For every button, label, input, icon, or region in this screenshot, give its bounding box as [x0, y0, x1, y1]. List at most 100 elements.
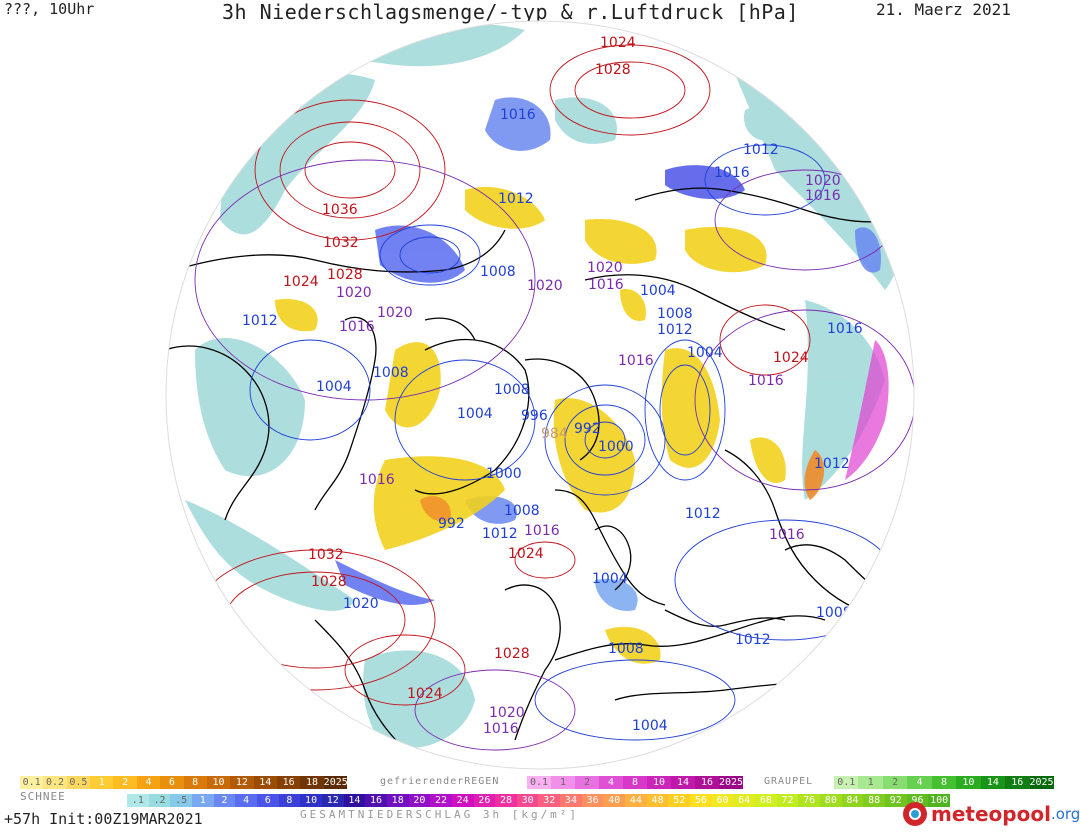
rain-swatch: 6: [160, 776, 184, 789]
isobar-label: 1008: [373, 365, 409, 381]
graupel-swatch: 16: [1005, 776, 1030, 789]
graupel-swatch: 14: [980, 776, 1006, 789]
isobar-label: 1024: [407, 686, 443, 702]
isobar-label: 1032: [308, 547, 344, 563]
isobar-label: 1016: [769, 527, 805, 543]
isobar-label: 1020: [587, 260, 623, 276]
isobar-label: 1016: [827, 321, 863, 337]
isobar-label: 1004: [316, 379, 352, 395]
meteopool-logo-icon: [903, 802, 927, 826]
total-swatch: 1: [191, 794, 214, 807]
isobar-label: 996: [521, 408, 548, 424]
isobar-label: 1024: [283, 274, 319, 290]
isobar-label: 1028: [595, 62, 631, 78]
isobar-label: 1024: [600, 35, 636, 51]
total-swatch: 60: [711, 794, 734, 807]
isobar-label: 1016: [500, 107, 536, 123]
rain-swatch: 2: [113, 776, 137, 789]
graupel-swatch: 2: [882, 776, 908, 789]
run-info: +57h Init:00Z19MAR2021: [4, 810, 203, 828]
isobar-label: 1024: [508, 546, 544, 562]
total-precip-label: GESAMTNIEDERSCHLAG 3h [kg/m²]: [300, 808, 580, 821]
total-swatch: .5: [170, 794, 192, 807]
total-swatch: 32: [538, 794, 561, 807]
total-swatch: 4: [235, 794, 257, 807]
isobar-label: 1016: [618, 353, 654, 369]
total-swatch: 22: [430, 794, 452, 807]
total-swatch: 24: [451, 794, 474, 807]
isobar-label: 1008: [504, 503, 540, 519]
isobar-label: 1016: [588, 277, 624, 293]
isobar-label: 1016: [359, 472, 395, 488]
rain-swatch: 8: [183, 776, 207, 789]
isobar-label: 1012: [735, 632, 771, 648]
isobar-label: 1000: [486, 466, 522, 482]
rain-swatch: 18: [300, 776, 324, 789]
isobar-label: 1012: [685, 506, 721, 522]
total-swatch: .1: [127, 794, 149, 807]
total-swatch: 2: [213, 794, 236, 807]
forecast-time-label: ???, 10Uhr: [4, 0, 95, 18]
total-swatch: 20: [408, 794, 431, 807]
isobar-label: 1020: [336, 285, 372, 301]
isobar-label: 1020: [343, 596, 379, 612]
isobar-label: 1020: [527, 278, 563, 294]
total-swatch: 18: [386, 794, 409, 807]
graupel-swatch: 4: [907, 776, 932, 789]
total-swatch: 28: [495, 794, 517, 807]
total-swatch: 12: [321, 794, 344, 807]
isobar-label: 1020: [805, 173, 841, 189]
total-swatch: 8: [278, 794, 301, 807]
graupel-swatch: 10: [956, 776, 981, 789]
isobar-label: 1008: [657, 306, 693, 322]
isobar-label: 1028: [494, 646, 530, 662]
total-precip-legend: .1.2.5 1 2 4 6 8 10 12 14 16 18 20 22 24 26 28 30 32 34 36 4…: [127, 794, 950, 807]
isobar-label: 1004: [640, 283, 676, 299]
rain-swatch: 0.2: [43, 776, 67, 789]
freezing-rain-swatch: 1: [551, 776, 575, 789]
total-swatch: 26: [473, 794, 496, 807]
total-swatch: 6: [256, 794, 279, 807]
freezing-rain-swatch: 4: [599, 776, 623, 789]
isobar-label: 1004: [632, 718, 668, 734]
isobar-label: 1004: [687, 345, 723, 361]
rain-swatch: 2025+: [323, 776, 348, 789]
freezing-rain-swatch: 14: [671, 776, 695, 789]
meteopool-logo[interactable]: meteopool .org: [903, 802, 1080, 826]
isobar-label: 1008: [494, 382, 530, 398]
rain-swatch: 0.5: [66, 776, 91, 789]
total-swatch: 80: [820, 794, 842, 807]
total-swatch: 34: [560, 794, 582, 807]
total-swatch: 40: [603, 794, 626, 807]
polar-map: 1024 1028 1016 1012 1016 1020 1016 1036 …: [165, 20, 915, 770]
isobar-label: 1012: [814, 456, 850, 472]
freezing-rain-swatch: 2025+: [719, 776, 743, 789]
rain-swatch: 4: [136, 776, 161, 789]
isobar-label: 1012: [242, 313, 278, 329]
freezing-rain-swatch: 10: [647, 776, 671, 789]
isobar-label: 1016: [339, 319, 375, 335]
logo-brand: meteopool: [931, 802, 1051, 826]
freezing-rain-swatch: 0.1: [527, 776, 551, 789]
isobar-label: 1016: [805, 188, 841, 204]
total-swatch: 44: [625, 794, 647, 807]
total-swatch: 52: [668, 794, 691, 807]
freezing-rain-legend-label: gefrierenderREGEN: [380, 776, 500, 787]
total-swatch: 68: [755, 794, 777, 807]
graupel-swatch: 1: [858, 776, 883, 789]
isobar-label: 1012: [657, 322, 693, 338]
total-swatch: 14: [343, 794, 366, 807]
isobar-label: 1028: [327, 267, 363, 283]
isobar-label: 992: [574, 421, 601, 437]
rain-swatch: 1: [90, 776, 114, 789]
graupel-legend-label: GRAUPEL: [764, 776, 814, 787]
rain-swatch: 14: [253, 776, 277, 789]
rain-swatch: 16: [276, 776, 301, 789]
isobar-label: 1012: [498, 191, 534, 207]
total-swatch: 10: [300, 794, 322, 807]
isobar-label: 984: [541, 426, 568, 442]
isobar-label: 1016: [748, 373, 784, 389]
rain-swatch: 12: [230, 776, 254, 789]
isobar-label: 1004: [457, 406, 493, 422]
